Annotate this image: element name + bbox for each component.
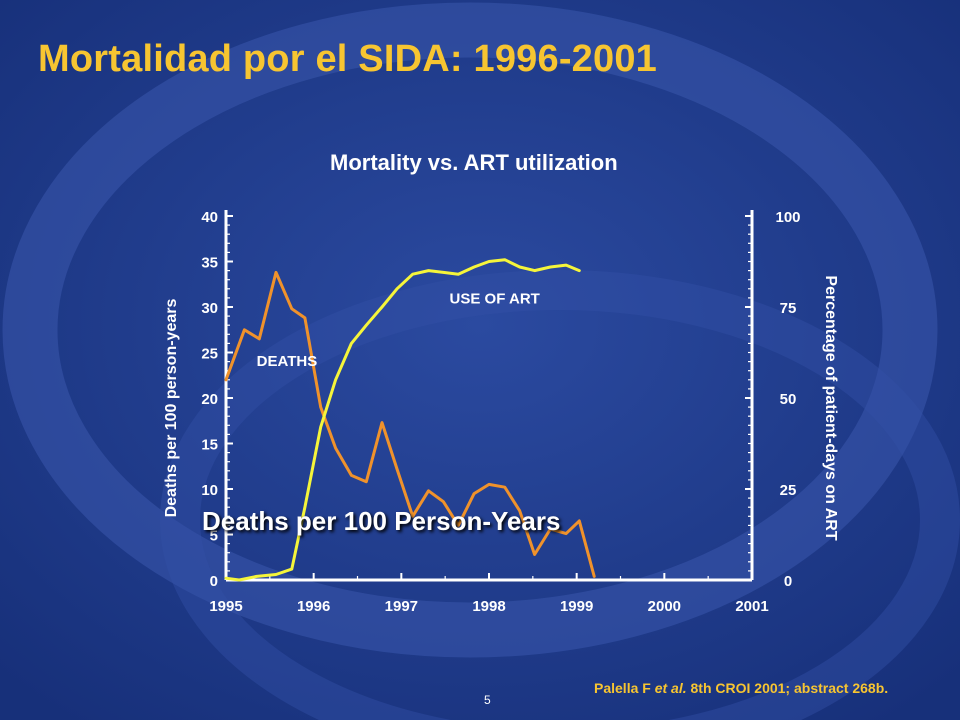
series-line-deaths (224, 270, 596, 578)
citation-source: 8th CROI 2001; abstract 268b. (686, 680, 889, 696)
annotation-use-of-art: USE OF ART (450, 290, 540, 307)
y2-axis-title: Percentage of patient-days on ART (822, 275, 839, 540)
x-tick-label: 1999 (560, 598, 593, 615)
y-tick-label: 5 (210, 528, 218, 545)
y-tick-label: 25 (201, 346, 218, 363)
y-tick-label: 0 (210, 573, 218, 590)
annotation-deaths: DEATHS (257, 353, 318, 370)
y2-tick-label: 100 (775, 209, 800, 226)
slide-title: Mortalidad por el SIDA: 1996-2001 (38, 38, 658, 80)
chart-title: Mortality vs. ART utilization (330, 150, 618, 175)
citation-etal: et al. (654, 680, 687, 696)
page-number: 5 (484, 693, 491, 707)
y-tick-label: 10 (201, 482, 218, 499)
y-tick-label: 35 (201, 255, 218, 272)
x-tick-label: 1996 (297, 598, 330, 615)
y-tick-label: 30 (201, 300, 218, 317)
citation: Palella F et al. 8th CROI 2001; abstract… (594, 680, 888, 696)
x-tick-label: 1995 (209, 598, 242, 615)
y-axis-title: Deaths per 100 person-years (163, 299, 180, 518)
overlay-caption: Deaths per 100 Person-Years (202, 506, 561, 536)
x-tick-label: 1997 (385, 598, 418, 615)
citation-author: Palella F (594, 680, 655, 696)
y2-tick-label: 50 (780, 391, 797, 408)
y-tick-label: 40 (201, 209, 218, 226)
y2-tick-label: 0 (784, 573, 792, 590)
y-tick-label: 15 (201, 437, 218, 454)
y2-tick-label: 25 (780, 482, 797, 499)
x-tick-label: 1998 (472, 598, 505, 615)
x-tick-label: 2001 (735, 598, 768, 615)
y-tick-label: 20 (201, 391, 218, 408)
x-tick-label: 2000 (648, 598, 681, 615)
series-line-use-of-art (224, 258, 581, 582)
y2-tick-label: 75 (780, 300, 797, 317)
